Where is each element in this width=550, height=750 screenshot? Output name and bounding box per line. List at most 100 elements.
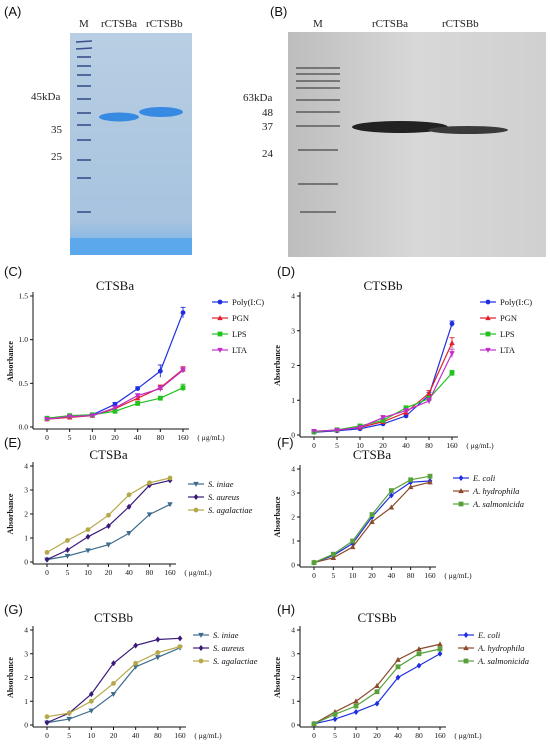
panel-g-label: (G) (4, 602, 23, 617)
chart-d-legend-marker (485, 315, 491, 321)
chart-e-x-unit: ( μg/mL) (184, 568, 212, 577)
gel-b-marker-37: 37 (262, 121, 274, 133)
chart-c-ylabel: Absorbance (6, 341, 15, 382)
gel-b-ladder (296, 67, 340, 213)
chart-e-series-0 (44, 502, 173, 563)
chart-g-legend-marker (198, 632, 204, 638)
chart-h-xtick-label: 20 (373, 731, 381, 740)
chart-g-legend-marker (198, 658, 204, 664)
chart-e-ytick-label: 3 (24, 486, 28, 495)
chart-d-ytick-label: 3 (291, 326, 295, 335)
chart-g-data-point (155, 636, 161, 643)
panel-b-label: (B) (270, 4, 287, 19)
chart-g-data-point (44, 714, 50, 720)
gel-a-lane-rctsba: rCTSBa (101, 18, 137, 30)
chart-f-ytick-label: 3 (291, 489, 295, 498)
chart-c-series-3 (44, 367, 186, 423)
chart-e-xtick-label: 10 (84, 568, 92, 577)
chart-g-data-point (66, 710, 72, 716)
chart-d-ytick-label: 2 (291, 361, 295, 370)
chart-g-data-point (155, 655, 161, 661)
gel-a-band-rctsba (99, 112, 139, 122)
chart-h-data-point (374, 700, 380, 707)
chart-c-legend-label: LPS (232, 329, 247, 339)
chart-h-data-point (437, 650, 443, 657)
chart-c-data-point (135, 401, 141, 406)
gel-b-marker-24: 24 (262, 148, 274, 160)
chart-g-data-point (133, 660, 139, 666)
chart-g-data-point (155, 650, 161, 655)
chart-e-legend-label: S. aureus (208, 492, 240, 502)
chart-g-data-point (44, 719, 50, 726)
chart-e-data-point (85, 548, 91, 554)
panel-a: (A) M rCTSBa rCTSBb 45kDa 35 25 (4, 4, 192, 255)
chart-g-legend-label: S. iniae (213, 630, 239, 640)
chart-h-data-point (416, 651, 422, 657)
chart-f-data-point (408, 477, 414, 483)
chart-h-ytick-label: 0 (291, 721, 295, 730)
panel-h-label: (H) (277, 602, 295, 617)
chart-d-ytick-label: 1 (291, 396, 295, 405)
chart-g-xtick-label: 5 (67, 731, 71, 740)
chart-f-ytick-label: 0 (291, 561, 295, 570)
chart-e-data-point (106, 512, 111, 518)
chart-f-data-point (427, 479, 433, 485)
chart-c-data-point (180, 385, 186, 391)
chart-e-data-point (146, 512, 153, 518)
chart-h-ytick-label: 4 (291, 626, 295, 635)
chart-f-xtick-label: 5 (331, 571, 335, 580)
chart-d-legend-marker (485, 331, 491, 337)
chart-h-x-unit: ( μg/mL) (454, 731, 482, 740)
chart-h-xtick-label: 160 (434, 731, 446, 740)
chart-f-data-point (369, 518, 375, 524)
gel-b-image (288, 32, 546, 257)
chart-g-data-point (177, 635, 183, 642)
chart-h-legend-marker (463, 658, 469, 664)
chart-h-legend-marker (463, 632, 469, 638)
chart-d-data-point (380, 415, 386, 421)
chart-h-data-point (416, 662, 422, 669)
chart-c-xtick-label: 20 (111, 433, 119, 442)
chart-h-data-point (311, 721, 317, 727)
chart-e-data-point (65, 538, 70, 543)
chart-d-title: CTSBb (363, 278, 402, 293)
chart-h-data-point (353, 708, 359, 715)
gel-a-lane-rctsbb: rCTSBb (146, 18, 183, 30)
chart-d-data-point (334, 427, 340, 434)
chart-c-legend-marker (217, 331, 223, 337)
chart-g-ytick-label: 3 (24, 649, 28, 658)
chart-e-data-point (106, 523, 111, 529)
gel-a-ladder (75, 40, 93, 213)
chart-d-legend-label: LTA (500, 345, 516, 355)
chart-d-legend-label: PGN (500, 313, 517, 323)
chart-h-data-point (395, 664, 401, 670)
chart-c-legend-marker (217, 315, 223, 321)
chart-c-data-point (180, 368, 186, 374)
chart-g-title: CTSBb (94, 610, 133, 625)
chart-c-title: CTSBa (96, 278, 135, 293)
gel-a-band-rctsbb (139, 107, 183, 117)
chart-c: CTSBa 0.0 0.5 1.0 1.5 0 5 10 20 40 80 160 ( μg/mL) Ab… (6, 278, 264, 442)
panel-c-label: (C) (4, 264, 22, 279)
chart-e-legend-marker (193, 494, 199, 500)
chart-e-xtick-label: 5 (66, 568, 70, 577)
panel-e-label: (E) (4, 435, 21, 450)
chart-d-xtick-label: 10 (356, 441, 364, 450)
chart-f-title: CTSBa (353, 447, 392, 462)
chart-g-ytick-label: 4 (24, 626, 28, 635)
chart-g-legend-marker (198, 645, 204, 651)
chart-c-data-point (157, 395, 163, 401)
chart-h-data-point (374, 682, 380, 688)
chart-f-xtick-label: 20 (368, 571, 376, 580)
panel-b: (B) M rCTSBa rCTSBb 63kDa 48 37 24 (243, 4, 546, 257)
chart-f-series-2 (311, 473, 433, 565)
chart-d-data-point (426, 390, 432, 396)
chart-e-data-point (126, 492, 132, 498)
chart-f-data-point (330, 554, 337, 560)
gel-b-lane-rctsba: rCTSBa (372, 18, 408, 30)
chart-h-data-point (353, 703, 359, 709)
chart-h-legend-marker (463, 645, 469, 651)
chart-c-legend-label: PGN (232, 313, 249, 323)
chart-c-x-unit: ( μg/mL) (197, 433, 225, 442)
chart-g-data-point (111, 681, 116, 686)
